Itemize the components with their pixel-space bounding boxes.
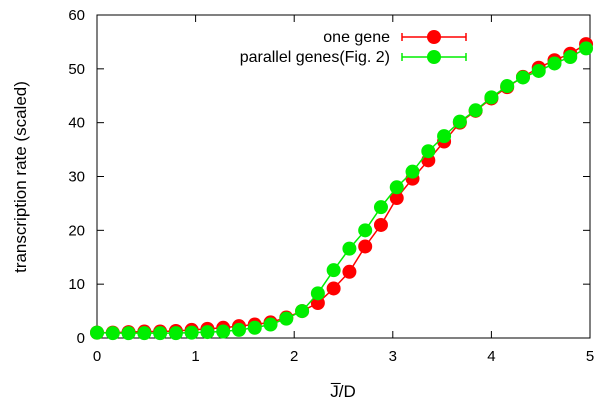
data-point: [437, 129, 452, 144]
x-axis-label: J̅/D: [330, 382, 356, 401]
data-point: [547, 56, 562, 71]
data-point: [310, 296, 325, 311]
data-point: [342, 241, 357, 256]
data-point: [579, 41, 594, 56]
data-point: [200, 325, 215, 340]
data-point: [90, 325, 104, 340]
series-layer: [90, 37, 594, 341]
legend-label: one gene: [323, 29, 390, 46]
data-point: [105, 326, 120, 341]
data-point: [263, 317, 278, 332]
y-tick-label: 40: [68, 115, 85, 132]
data-point: [326, 281, 341, 296]
data-point: [279, 311, 294, 326]
data-point: [531, 63, 546, 78]
x-tick-label: 1: [191, 348, 199, 365]
y-tick-label: 50: [68, 61, 85, 78]
data-point: [515, 70, 530, 85]
data-point: [168, 326, 183, 341]
y-tick-label: 0: [77, 330, 85, 347]
data-point: [121, 326, 136, 341]
data-point: [389, 191, 404, 206]
data-point: [452, 114, 467, 129]
data-point: [405, 164, 420, 179]
data-point: [468, 103, 483, 118]
x-tick-labels: 0 1 2 3 4 5: [93, 348, 594, 365]
series-2: [90, 41, 594, 341]
data-point: [137, 326, 152, 341]
data-point: [563, 49, 578, 64]
y-tick-label: 60: [68, 7, 85, 24]
data-point: [389, 180, 404, 195]
series-1: [90, 37, 594, 340]
data-point: [247, 320, 262, 335]
x-tick-label: 0: [93, 348, 101, 365]
data-point: [310, 286, 325, 301]
data-point: [153, 326, 168, 341]
y-tick-label: 20: [68, 222, 85, 239]
legend-label: parallel genes(Fig. 2): [240, 49, 390, 66]
y-tick-labels: 0 10 20 30 40 50 60: [68, 7, 85, 347]
data-point: [216, 324, 231, 339]
y-tick-label: 10: [68, 276, 85, 293]
legend-item: one gene: [323, 29, 467, 46]
x-tick-label: 3: [389, 348, 397, 365]
data-point: [421, 144, 436, 159]
data-point: [358, 239, 373, 254]
legend-marker: [427, 30, 441, 44]
x-tick-label: 4: [487, 348, 495, 365]
data-point: [326, 263, 341, 278]
data-point: [295, 304, 310, 319]
data-point: [358, 223, 373, 238]
legend-marker: [427, 50, 441, 64]
data-point: [231, 322, 246, 337]
y-tick-label: 30: [68, 169, 85, 186]
legend: one gene parallel genes(Fig. 2): [240, 29, 467, 66]
data-point: [342, 264, 357, 279]
data-point: [373, 200, 388, 215]
data-point: [500, 79, 515, 94]
data-point: [484, 90, 499, 105]
x-tick-label: 5: [586, 348, 594, 365]
y-axis-label: transcription rate (scaled): [11, 81, 30, 273]
data-point: [373, 217, 388, 232]
legend-item: parallel genes(Fig. 2): [240, 49, 467, 66]
data-point: [184, 325, 199, 340]
x-tick-label: 2: [290, 348, 298, 365]
